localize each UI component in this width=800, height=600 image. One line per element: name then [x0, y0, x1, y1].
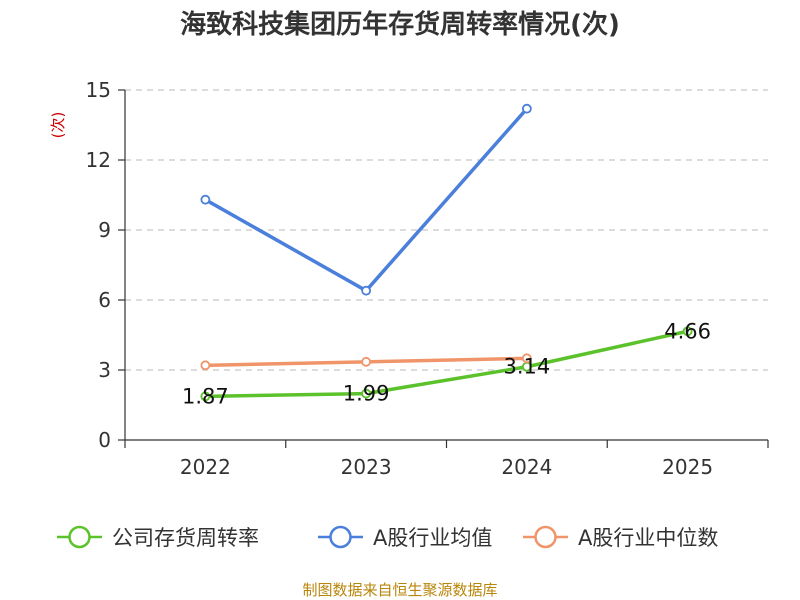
data-point — [521, 353, 532, 364]
data-point — [361, 388, 372, 399]
data-point — [200, 360, 211, 371]
chart-title: 海致科技集团历年存货周转率情况(次) — [180, 9, 620, 40]
legend-marker — [68, 525, 91, 549]
data-point — [521, 103, 532, 114]
x-tick-label: 2023 — [341, 455, 392, 479]
series-group — [200, 103, 693, 402]
x-tick-label: 2024 — [501, 455, 552, 479]
data-point — [361, 356, 372, 367]
data-point — [361, 285, 372, 296]
legend-label: A股行业中位数 — [578, 526, 718, 550]
y-tick-label: 15 — [86, 78, 111, 102]
y-tick-label: 9 — [98, 218, 111, 242]
data-label: 4.66 — [664, 319, 711, 343]
y-tick-label: 0 — [98, 428, 111, 452]
source-note: 制图数据来自恒生聚源数据库 — [302, 581, 497, 599]
y-tick-label: 6 — [98, 288, 111, 312]
axes: 0 3 6 9 12 15 2022 2023 2024 2025 — [86, 78, 769, 479]
legend-label: 公司存货周转率 — [112, 526, 259, 550]
series-line — [203, 106, 529, 293]
data-point — [200, 391, 211, 402]
x-tick-label: 2025 — [662, 455, 713, 479]
legend: 公司存货周转率 A股行业均值 A股行业中位数 — [57, 525, 718, 550]
data-point — [200, 194, 211, 205]
data-label: 1.99 — [343, 382, 390, 406]
legend-marker — [329, 525, 352, 549]
legend-label: A股行业均值 — [373, 526, 492, 550]
data-point — [682, 326, 693, 337]
data-label: 3.14 — [503, 355, 550, 379]
y-axis-unit-label: (次) — [49, 112, 67, 139]
data-label: 1.87 — [182, 384, 229, 408]
data-labels: 1.87 1.99 3.14 4.66 — [182, 319, 711, 408]
grid-lines — [125, 89, 768, 371]
x-tick-label: 2022 — [180, 455, 231, 479]
y-tick-label: 3 — [98, 358, 111, 382]
y-tick-label: 12 — [86, 148, 111, 172]
series-line — [203, 329, 690, 399]
legend-marker — [534, 525, 557, 549]
